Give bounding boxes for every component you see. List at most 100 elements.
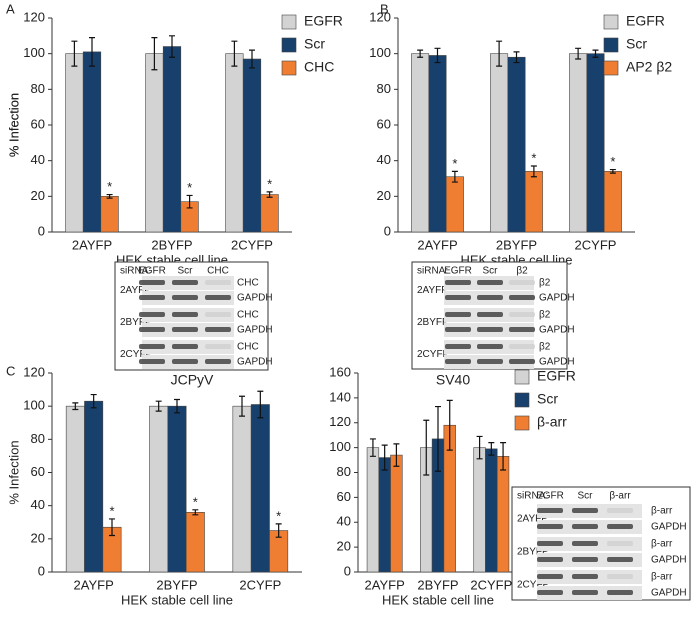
blot-band <box>477 344 503 349</box>
y-tick-label: 120 <box>369 9 391 24</box>
x-tick-label: 2CYFP <box>239 577 281 592</box>
bar <box>242 58 262 233</box>
panel-letter: A <box>6 1 15 16</box>
legend-label: Scr <box>537 391 558 407</box>
y-tick-label: 20 <box>31 530 45 545</box>
bar <box>586 53 605 233</box>
blot-band <box>172 359 198 364</box>
blot-band <box>205 295 231 300</box>
y-tick-label: 40 <box>31 152 45 167</box>
error-bar <box>72 402 79 411</box>
legend-swatch <box>281 60 297 76</box>
bar <box>149 405 169 573</box>
blot-row-label: 2AYFP <box>417 285 448 296</box>
blot-row-label: 2BYFP <box>517 547 549 558</box>
bar <box>378 457 391 573</box>
blot-band-label: GAPDH <box>651 588 687 599</box>
y-tick-label: 160 <box>329 364 351 379</box>
blot-band <box>607 574 633 579</box>
blot-band <box>537 574 563 579</box>
significance-label: * <box>452 156 457 171</box>
blot-band <box>172 344 198 349</box>
blot-row-label: 2CYFP <box>120 349 153 360</box>
blot-row-label: 2CYFP <box>417 349 450 360</box>
error-bar <box>249 49 255 69</box>
legend-swatch <box>514 369 530 385</box>
blot-band <box>607 590 633 595</box>
bar <box>162 46 182 233</box>
blot-band-label: β-arr <box>651 506 673 517</box>
significance-label: * <box>531 150 536 165</box>
bar <box>485 448 498 573</box>
blot-band <box>445 280 471 285</box>
error-bar <box>89 37 95 67</box>
significance-label: * <box>107 179 112 194</box>
blot-band-label: β2 <box>539 310 551 321</box>
blot-band <box>477 295 503 300</box>
legend-label: AP2 β2 <box>626 59 672 75</box>
legend-swatch <box>603 14 619 30</box>
bar <box>260 194 279 233</box>
blot-band <box>205 359 231 364</box>
legend-swatch <box>281 37 297 53</box>
error-bar <box>381 444 388 471</box>
bar <box>84 400 104 573</box>
blot-band <box>572 508 598 513</box>
y-tick-label: 140 <box>329 389 351 404</box>
blot-band <box>509 312 535 317</box>
y-tick-label: 120 <box>23 9 45 24</box>
y-tick-label: 80 <box>377 81 391 96</box>
bar <box>390 454 403 573</box>
chart-title: JCPyV <box>171 372 214 388</box>
error-bar <box>417 49 424 58</box>
legend-label: Scr <box>626 36 647 52</box>
legend-swatch <box>603 37 619 53</box>
legend-swatch <box>514 392 530 408</box>
blot-band-label: β-arr <box>651 572 673 583</box>
error-bar <box>174 398 180 414</box>
panel-letter: B <box>380 1 389 16</box>
x-tick-label: 2AYFP <box>74 577 114 592</box>
legend-swatch <box>514 415 530 431</box>
bar <box>428 55 447 233</box>
legend-label: EGFR <box>537 368 576 384</box>
error-bar <box>451 170 458 183</box>
blot-band <box>607 541 633 546</box>
error-bar <box>496 40 503 67</box>
blot-header: EGFR <box>444 266 472 277</box>
blot-band <box>572 590 598 595</box>
blot-band-label: β2 <box>539 278 551 289</box>
error-bar <box>239 395 245 417</box>
blot-band <box>572 557 598 562</box>
y-tick-label: 20 <box>337 539 351 554</box>
bar <box>225 53 244 233</box>
significance-label: * <box>187 180 192 195</box>
error-bar <box>500 442 507 471</box>
error-bar <box>435 405 441 472</box>
bar <box>250 404 270 573</box>
blot-band <box>172 295 198 300</box>
bar <box>232 405 252 573</box>
blot-band-label: GAPDH <box>237 325 273 336</box>
error-bar <box>434 47 441 64</box>
x-axis-label: HEK stable cell line <box>121 592 233 607</box>
blot-band <box>607 508 633 513</box>
y-tick-label: 60 <box>377 116 391 131</box>
error-bar <box>575 47 582 60</box>
significance-label: * <box>267 176 272 191</box>
y-tick-label: 80 <box>31 431 45 446</box>
blot-header: siRNA: <box>517 491 548 502</box>
x-axis-label: HEK stable cell line <box>382 592 494 607</box>
blot-header: siRNA: <box>417 266 448 277</box>
blot-band-label: GAPDH <box>539 325 575 336</box>
blot-band-label: GAPDH <box>651 555 687 566</box>
bar <box>65 405 85 573</box>
y-tick-label: 60 <box>337 489 351 504</box>
error-bar <box>186 194 193 209</box>
legend-label: EGFR <box>626 13 665 29</box>
error-bar <box>192 509 199 516</box>
blot-band <box>509 295 535 300</box>
blot-header: Scr <box>178 266 194 277</box>
error-bar <box>592 49 599 58</box>
error-bar <box>476 435 483 460</box>
